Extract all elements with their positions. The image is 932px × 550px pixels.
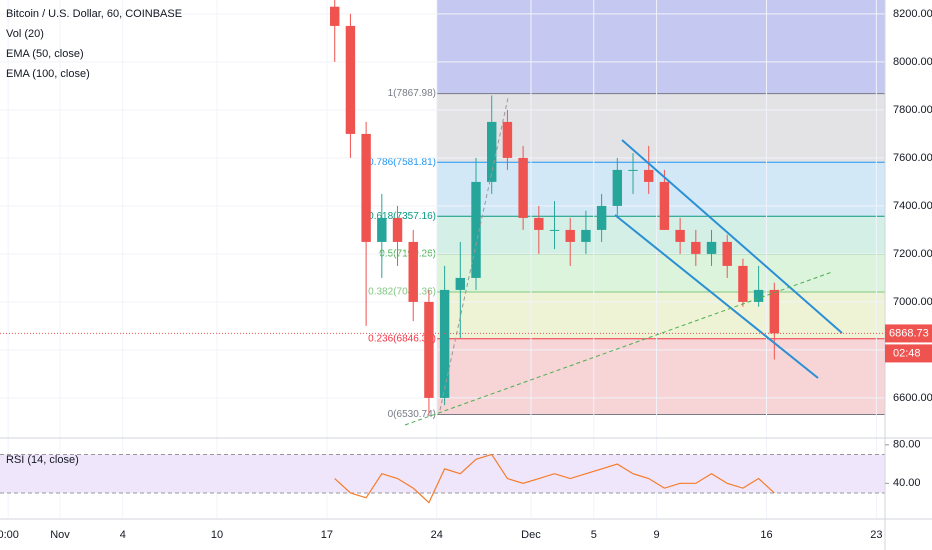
candle-body — [738, 265, 748, 302]
candle-body — [408, 241, 418, 302]
channel-line — [614, 214, 819, 379]
y-tick-label: 6600.00 — [893, 392, 932, 404]
candle-body — [392, 217, 403, 242]
x-tick-label: 16 — [760, 529, 772, 541]
indicator-label: EMA (50, close) — [6, 48, 84, 60]
rsi-tick-label: 80.00 — [893, 439, 921, 451]
fib-label: 0.618(7357.16) — [368, 211, 436, 222]
rsi-line — [334, 453, 775, 504]
candle-body — [455, 277, 466, 290]
candle-body — [424, 301, 434, 398]
candle-body — [534, 217, 544, 230]
price-tag-label: 6868.73 — [889, 327, 929, 339]
candle-body — [345, 25, 356, 134]
price-marks — [330, 0, 780, 504]
candle-body — [439, 289, 450, 398]
indicator-label: EMA (100, close) — [6, 68, 90, 80]
candle-body — [691, 241, 701, 254]
x-tick-label: 0:00 — [0, 529, 19, 541]
x-tick-label: 23 — [870, 529, 882, 541]
fib-zone — [437, 0, 885, 94]
candle-body — [722, 241, 732, 266]
candle-body — [549, 229, 560, 231]
candle-body — [596, 205, 607, 230]
trend-line — [404, 271, 833, 426]
y-tick-label: 7400.00 — [893, 200, 932, 212]
fib-label: 0.786(7581.81) — [368, 157, 436, 168]
candle-body — [502, 121, 513, 158]
x-tick-label: Nov — [50, 529, 70, 541]
fib-zone — [437, 254, 885, 292]
candle-body — [581, 229, 591, 242]
candle-body — [330, 6, 340, 26]
indicator-label: Vol (20) — [6, 28, 44, 40]
chart-title: Bitcoin / U.S. Dollar, 60, COINBASE — [6, 8, 182, 20]
countdown-tag — [885, 344, 932, 363]
candle-body — [644, 169, 654, 182]
candle-body — [361, 133, 371, 242]
price-tag — [885, 324, 932, 343]
candle-body — [471, 181, 481, 278]
fib-label: 0.236(6846.33) — [368, 333, 436, 344]
candle-body — [769, 289, 780, 334]
candle-body — [487, 121, 497, 182]
fib-label: 1(7867.98) — [388, 88, 436, 99]
y-tick-label: 8000.00 — [893, 56, 932, 68]
fib-trend-line — [439, 97, 509, 411]
x-tick-label: 5 — [591, 529, 597, 541]
candle-body — [628, 169, 638, 171]
fibonacci-zones: 1(7867.98) 0.786(7581.81) 0.618(7357.16) 0.… — [368, 0, 885, 420]
x-tick-label: 10 — [211, 529, 223, 541]
fib-label: 0.382(7041.36) — [368, 287, 436, 298]
candle-body — [659, 181, 670, 230]
countdown-label: 02:48 — [893, 347, 921, 359]
candle-body — [518, 157, 528, 218]
candle-body — [753, 289, 764, 302]
y-tick-label: 7600.00 — [893, 152, 932, 164]
fib-zone — [437, 338, 885, 415]
x-tick-label: 24 — [431, 529, 443, 541]
rsi-tick-label: 40.00 — [893, 477, 921, 489]
y-tick-label: 7200.00 — [893, 248, 932, 260]
x-tick-label: Dec — [521, 529, 541, 541]
x-tick-label: 17 — [321, 529, 333, 541]
rsi-title: RSI (14, close) — [6, 454, 79, 466]
candle-body — [706, 241, 717, 254]
x-tick-label: 4 — [120, 529, 126, 541]
candle-body — [675, 229, 685, 242]
channel-line — [621, 139, 843, 334]
y-tick-label: 7800.00 — [893, 104, 932, 116]
y-tick-label: 8200.00 — [893, 8, 932, 20]
x-tick-label: 9 — [654, 529, 660, 541]
fib-zone — [437, 291, 885, 339]
y-tick-label: 7000.00 — [893, 296, 932, 308]
fib-label: 0(6530.74) — [388, 409, 436, 420]
candle-body — [612, 169, 623, 206]
candle-body — [565, 229, 575, 242]
candle-body — [377, 217, 387, 242]
